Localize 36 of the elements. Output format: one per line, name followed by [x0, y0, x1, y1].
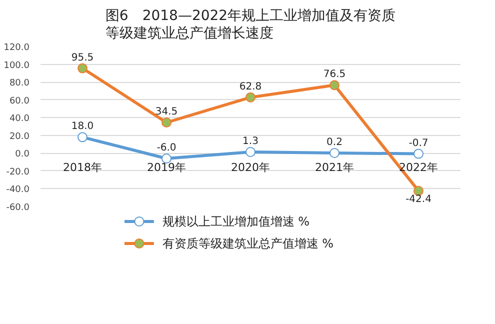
- x-tick-label: 2021年: [315, 161, 354, 174]
- data-label: 76.5: [323, 69, 346, 80]
- data-label: -42.4: [406, 194, 432, 205]
- point: [414, 148, 424, 159]
- y-tick-label: 60.0: [9, 96, 30, 106]
- legend-label: 规模以上工业增加值增速 %: [162, 214, 310, 228]
- data-label: 95.5: [71, 52, 94, 64]
- point: [246, 147, 256, 157]
- point: [78, 63, 88, 74]
- y-tick-label: 80.0: [9, 78, 30, 89]
- data-label: 1.3: [242, 136, 258, 148]
- y-tick-label: 40.0: [9, 114, 30, 124]
- y-tick-label: 120.0: [4, 43, 30, 53]
- data-label: 18.0: [71, 121, 94, 132]
- y-tick-label: -20.0: [6, 167, 30, 178]
- point: [246, 92, 256, 102]
- y-tick-label: 100.0: [4, 60, 30, 71]
- point: [330, 148, 340, 158]
- data-label: -0.7: [408, 138, 428, 149]
- legend-label: 有资质等级建筑业总产值增速 %: [162, 236, 334, 250]
- y-tick-label: -60.0: [6, 203, 30, 213]
- y-tick-label: -40.0: [6, 185, 30, 196]
- x-tick-label: 2018年: [63, 161, 102, 174]
- x-tick-label: 2020年: [231, 161, 270, 174]
- point: [162, 118, 172, 128]
- y-tick-label: 20.0: [9, 132, 30, 142]
- point: [162, 154, 172, 164]
- point: [330, 80, 340, 90]
- data-label: 34.5: [155, 106, 178, 118]
- x-tick-label: 2019年: [147, 161, 186, 174]
- data-label: 0.2: [326, 136, 342, 148]
- data-label: 62.8: [239, 81, 262, 92]
- data-label: -6.0: [156, 142, 176, 154]
- y-tick-label: 0.0: [15, 150, 30, 160]
- point: [78, 132, 88, 142]
- chart-title: 图6 2018—2022年规上工业增加值及有资质等级建筑业总产值增长速度: [105, 8, 396, 42]
